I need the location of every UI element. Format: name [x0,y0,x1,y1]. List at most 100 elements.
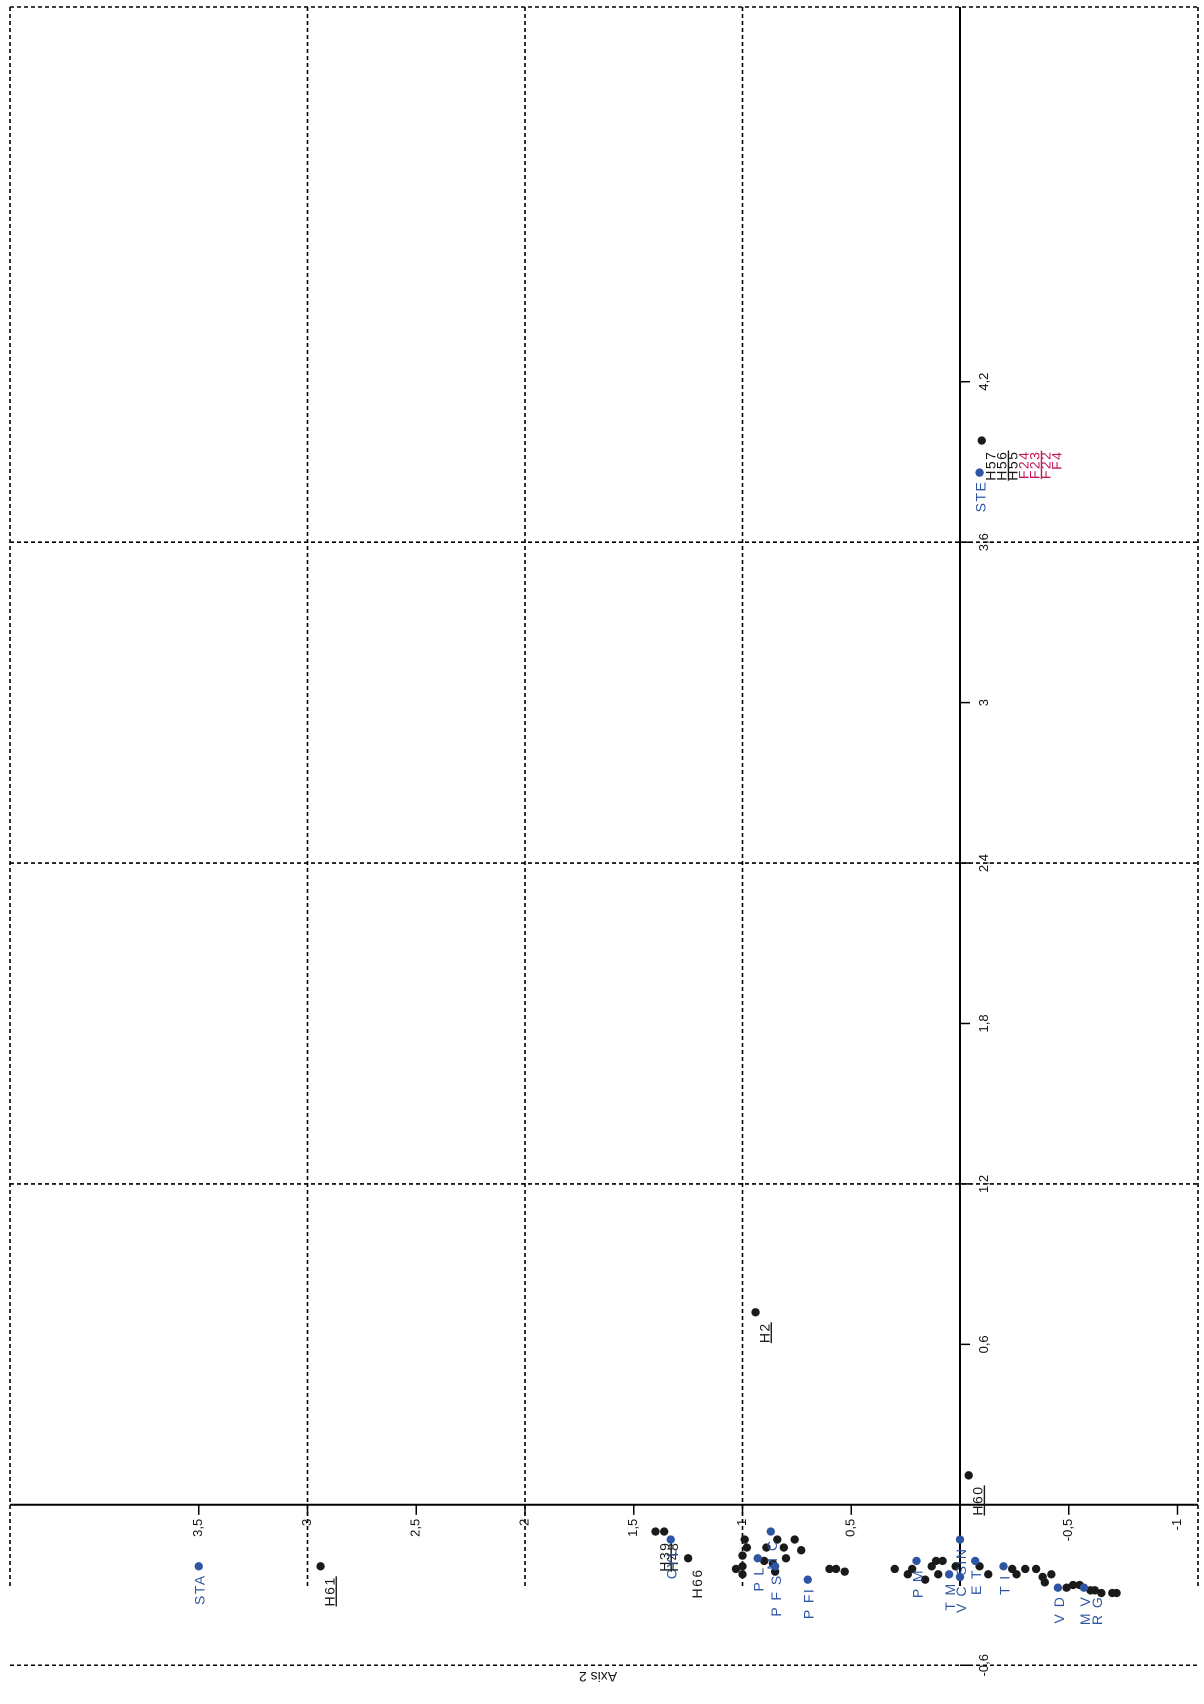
observation-point-1 [738,1562,747,1571]
observation-point-30 [1012,1570,1021,1579]
variable-point-13 [1079,1583,1089,1592]
observation-point-8 [781,1554,791,1563]
observation-point-labeled-5 [964,1471,973,1480]
observation-point-14 [797,1546,806,1555]
y-tick-label-1: -0,5 [1060,1519,1075,1541]
variable-label-ti: T I [997,1574,1013,1595]
point-label-h55: H55 [1005,451,1021,481]
point-label-h57: H57 [983,451,999,481]
observation-point-6 [773,1535,782,1544]
variable-label-rg: R G [1089,1596,1105,1625]
variable-label-sta: STA [192,1574,208,1605]
observation-point-26 [951,1562,960,1571]
observation-point-labeled-2 [660,1527,669,1536]
observation-point-labeled-3 [683,1554,693,1563]
variable-label-vc: V C [953,1585,969,1613]
plot-frame [9,6,1199,1586]
variable-point-7 [944,1570,954,1579]
point-label-h60: H60 [970,1485,986,1515]
y-tick-label-6: 2,5 [408,1519,423,1537]
y-axis-label: Axis 2 [579,1669,617,1685]
y-tick-label-7: 3 [299,1519,314,1526]
point-label-h61: H61 [322,1576,338,1606]
observation-point-35 [1040,1578,1050,1587]
variable-label-et: E T [968,1569,984,1595]
x-tick-label-3: 1,8 [976,1014,991,1032]
observation-point-24 [934,1570,943,1579]
point-label-h2: H2 [757,1322,773,1343]
observation-point-15 [825,1564,834,1574]
variable-point-6 [912,1556,921,1566]
variable-label-pfs: P F S [768,1574,784,1616]
observation-point-0 [738,1551,747,1560]
observation-point-labeled-1 [651,1527,660,1536]
ticks: -0,6 0,6 1,2 1,8 2,4 3 3,6 4,2 -1 -0,5 0,5 1 1,5 2 2,5… [190,373,1184,1677]
x-tick-label-4: 2,4 [976,854,991,872]
point-label-f4: F4 [1049,451,1065,470]
variable-point-11 [999,1562,1008,1571]
observation-point-31 [1021,1564,1030,1574]
variable-point-3 [766,1527,775,1536]
point-label-h39: H39 [657,1542,673,1572]
point-label-h66: H66 [689,1568,705,1598]
variable-point-8 [955,1535,965,1544]
variable-point-1 [666,1535,675,1544]
y-tick-label-0: -1 [1169,1519,1184,1531]
y-tick-label-4: 1,5 [625,1519,640,1537]
variable-label-cyl: CYL [664,1548,680,1580]
observation-point-43 [1112,1588,1121,1598]
axes [10,7,1198,1586]
variable-point-0 [194,1562,203,1571]
observation-point-41 [1097,1588,1106,1598]
observation-point-9 [762,1543,771,1552]
observation-point-34 [1047,1570,1056,1579]
point-label-h56: H56 [994,451,1010,481]
y-tick-label-8: 3,5 [190,1519,205,1537]
x-tick-label-0: -0,6 [976,1654,991,1676]
observation-point-13 [790,1535,799,1544]
point-label-f23: F23 [1027,451,1043,480]
observation-point-32 [1031,1564,1041,1574]
variable-label-pl: P L [751,1566,767,1591]
gridlines [10,7,1198,1667]
observation-point-labeled-0 [316,1562,325,1571]
x-tick-label-2: 1,2 [976,1175,991,1193]
variable-label-mv: M V [1077,1596,1093,1625]
observation-point-labeled-4 [751,1308,760,1317]
variable-point-15 [975,468,984,477]
variable-point-9 [955,1572,965,1582]
variable-point-12 [1053,1583,1063,1592]
variable-point-2 [753,1554,762,1563]
observation-point-18 [890,1564,899,1574]
y-tick-label-5: 2 [516,1519,531,1526]
observation-point-40 [1090,1586,1100,1595]
observation-point-7 [779,1543,789,1552]
observation-point-23 [931,1556,941,1566]
point-label-f22: F22 [1038,451,1054,480]
observation-point-labeled-6 [977,436,986,445]
x-tick-label-1: 0,6 [976,1335,991,1353]
x-tick-label-7: 4,2 [976,373,991,391]
y-tick-label-3: 1 [734,1519,749,1526]
observation-point-22 [921,1575,930,1584]
observation-point-3 [740,1535,749,1544]
observation-point-5 [731,1564,741,1574]
observation-point-4 [742,1543,752,1552]
variable-label-pfi: P FI [801,1588,817,1619]
variable-label-tm: T M [942,1582,958,1610]
y-tick-label-2: 0,5 [843,1519,858,1537]
observation-point-17 [831,1564,841,1574]
observation-point-37 [1068,1580,1078,1590]
observation-point-16 [840,1567,849,1576]
variable-point-10 [971,1556,980,1566]
x-tick-label-6: 3,6 [976,533,991,551]
variable-point-5 [803,1575,812,1584]
variable-label-sin: SIN [953,1548,969,1576]
observation-point-25 [938,1556,947,1566]
x-tick-label-5: 3 [976,699,991,706]
variable-point-4 [770,1562,780,1571]
observation-point-12 [760,1556,769,1566]
variable-label-vd: V D [1051,1596,1067,1624]
